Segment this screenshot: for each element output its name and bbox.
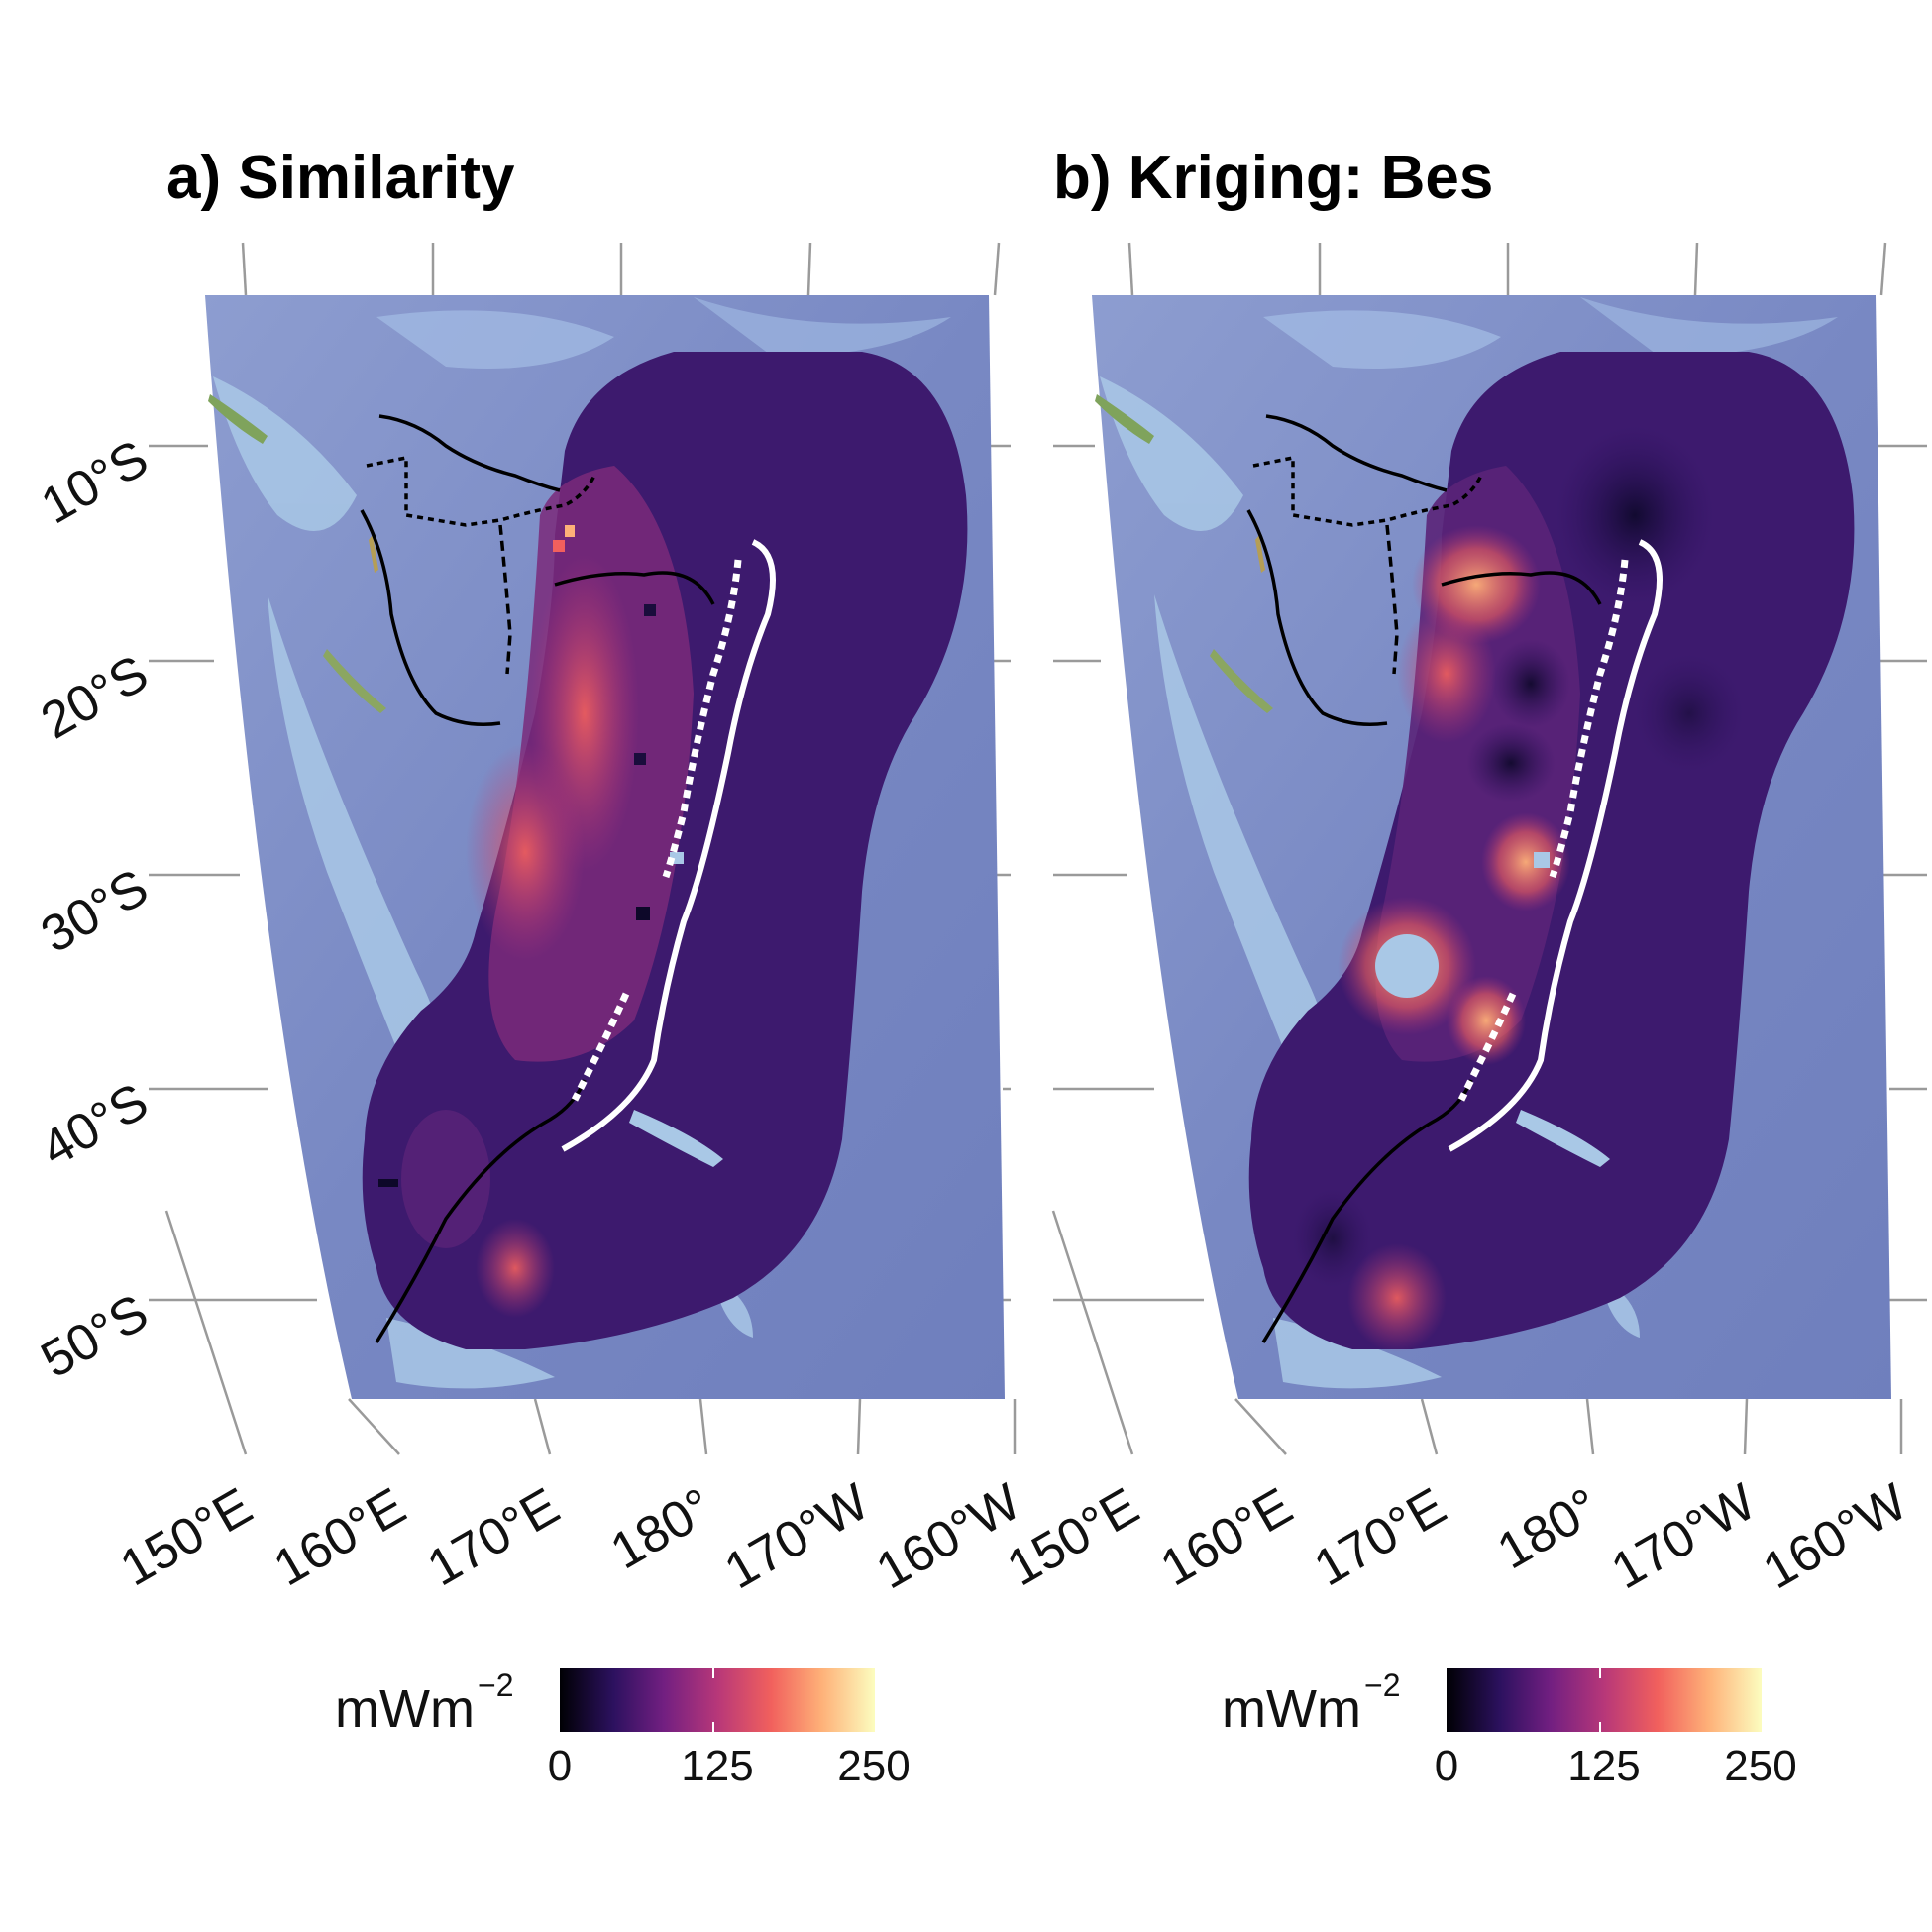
panel-a: a) Similarity	[32, 144, 1030, 1790]
panel-a-lon-180: 180°	[601, 1477, 722, 1580]
panel-b-colorbar	[1447, 1668, 1762, 1732]
panel-a-bathymetry	[213, 297, 951, 1389]
panel-a-graticule	[149, 242, 1017, 1455]
panel-b: b) Kriging: Bes	[998, 144, 1927, 1790]
panel-a-colorbar	[560, 1668, 875, 1732]
panel-b-lon-170e: 170°E	[1305, 1477, 1455, 1597]
panel-a-legend-unit-superscript: −2	[478, 1667, 513, 1703]
panel-b-legend-unit-superscript: −2	[1364, 1667, 1400, 1703]
panel-a-lat-50s: 50°S	[32, 1283, 158, 1389]
panel-a-lon-160w: 160°W	[867, 1473, 1030, 1601]
panel-a-title: a) Similarity	[166, 144, 515, 212]
panel-b-legend: mWm −2 0 125 250	[1222, 1667, 1797, 1790]
panel-a-lat-10s: 10°S	[32, 429, 158, 535]
panel-b-legend-title: mWm	[1222, 1679, 1361, 1739]
panel-a-lon-170w: 170°W	[715, 1473, 879, 1601]
panel-b-bathymetry	[1100, 297, 1838, 1389]
panel-a-lat-20s: 20°S	[32, 644, 158, 750]
panel-b-islands	[1095, 394, 1273, 713]
panel-a-lon-150e: 150°E	[111, 1477, 262, 1597]
panel-a-plate-boundaries	[360, 414, 715, 1343]
panel-b-lon-160w: 160°W	[1754, 1473, 1917, 1601]
panel-b-lon-170w: 170°W	[1602, 1473, 1766, 1601]
panel-a-islands	[208, 394, 386, 713]
panel-b-lon-labels: 150°E 160°E 170°E 180° 170°W 160°W	[998, 1473, 1917, 1601]
panel-b-heatflow	[1248, 352, 1855, 1352]
panel-a-heatflow	[362, 352, 968, 1349]
panel-b-lon-160e: 160°E	[1151, 1477, 1302, 1597]
panel-b-legend-tick-250: 250	[1724, 1742, 1796, 1790]
panel-a-legend-tick-125: 125	[681, 1742, 753, 1790]
panel-a-trench	[561, 539, 776, 1152]
panel-a-legend-tick-250: 250	[837, 1742, 910, 1790]
panel-a-legend: mWm −2 0 125 250	[335, 1667, 911, 1790]
panel-a-lon-160e: 160°E	[265, 1477, 415, 1597]
panel-a-lon-170e: 170°E	[418, 1477, 569, 1597]
panel-b-title: b) Kriging: Bes	[1053, 144, 1493, 212]
panel-b-lon-150e: 150°E	[998, 1477, 1148, 1597]
panel-b-lon-180: 180°	[1488, 1477, 1609, 1580]
panel-b-legend-tick-125: 125	[1567, 1742, 1640, 1790]
panel-a-legend-title: mWm	[335, 1679, 475, 1739]
panel-a-legend-tick-0: 0	[548, 1742, 572, 1790]
panel-b-trench	[1448, 539, 1663, 1152]
panel-b-graticule	[1051, 242, 1927, 1455]
panel-a-lat-labels: 10°S 20°S 30°S 40°S 50°S	[32, 429, 158, 1389]
panel-b-legend-tick-0: 0	[1435, 1742, 1458, 1790]
panel-a-lon-labels: 150°E 160°E 170°E 180° 170°W 160°W	[111, 1473, 1030, 1601]
panel-a-lat-30s: 30°S	[32, 858, 158, 964]
panel-a-lat-40s: 40°S	[32, 1072, 158, 1178]
panel-b-plate-boundaries	[1246, 414, 1602, 1343]
